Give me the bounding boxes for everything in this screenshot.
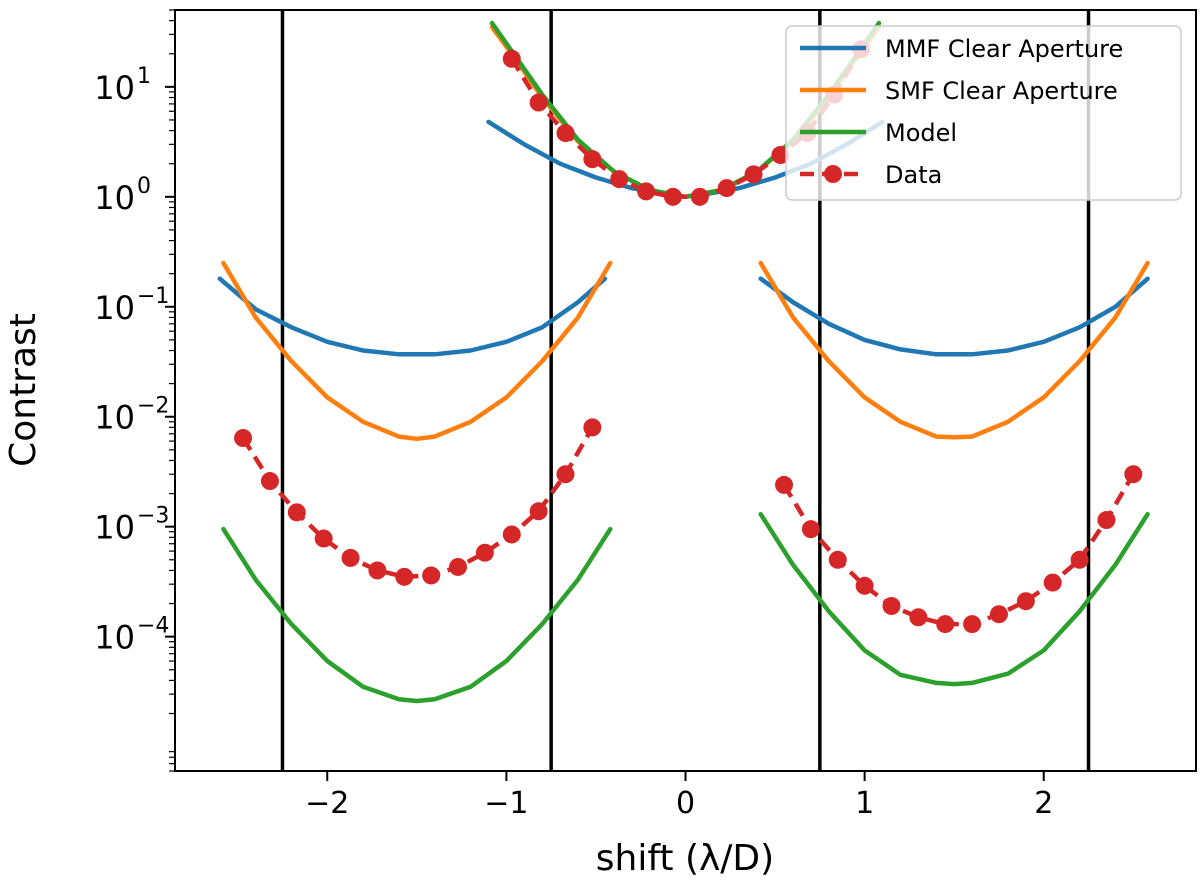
data-point	[1016, 592, 1035, 611]
data-line-2	[782, 473, 1136, 627]
data-point	[449, 557, 468, 576]
y-tick-label: 10	[94, 179, 135, 217]
data-point	[556, 124, 575, 143]
data-point	[1097, 511, 1116, 530]
legend-label-model: Model	[885, 119, 957, 147]
y-tick-exponent: −2	[137, 394, 169, 419]
data-point	[260, 472, 279, 491]
model-line-2	[758, 511, 1150, 687]
data-point	[395, 567, 414, 586]
data-point	[556, 465, 575, 484]
data-point	[989, 605, 1008, 624]
data-point	[690, 187, 709, 206]
data-point	[882, 596, 901, 615]
data-point	[502, 525, 521, 544]
y-tick-label: 10	[94, 619, 135, 657]
y-tick-label: 10	[94, 289, 135, 327]
legend-marker	[824, 165, 842, 183]
y-tick-exponent: 1	[137, 64, 151, 89]
data-point	[529, 502, 548, 521]
data-point	[314, 529, 333, 548]
data-point	[610, 170, 629, 189]
data-point	[744, 165, 763, 184]
data-point	[583, 150, 602, 169]
data-point	[502, 49, 521, 68]
series-layer	[217, 20, 1150, 704]
data-point	[1043, 573, 1062, 592]
x-tick-label: 1	[855, 786, 874, 821]
x-tick-label: −1	[484, 786, 528, 821]
data-point	[936, 615, 955, 634]
data-point	[1070, 550, 1089, 569]
data-point	[287, 503, 306, 522]
data-point	[475, 543, 494, 562]
data-point	[583, 418, 602, 437]
y-axis-label: Contrast	[3, 313, 44, 467]
y-tick-exponent: −3	[137, 504, 169, 529]
mmf-clear-aperture-line-2	[758, 276, 1150, 357]
legend-box	[785, 25, 1182, 201]
x-tick-label: −2	[305, 786, 349, 821]
data-point	[234, 429, 253, 448]
y-tick-exponent: −1	[137, 284, 169, 309]
data-line-1	[241, 426, 595, 580]
data-point	[828, 550, 847, 569]
legend-label-data: Data	[885, 161, 942, 189]
x-axis-label: shift (λ/D)	[596, 838, 774, 879]
legend-label-mmf-clear-aperture: MMF Clear Aperture	[885, 35, 1123, 63]
data-point	[771, 146, 790, 165]
data-point	[855, 576, 874, 595]
y-tick-exponent: −4	[137, 614, 169, 639]
data-point	[963, 615, 982, 634]
y-tick-label: 10	[94, 69, 135, 107]
data-point	[422, 566, 441, 585]
y-tick-label: 10	[94, 509, 135, 547]
legend: MMF Clear Aperture SMF Clear Aperture Mode…	[785, 25, 1182, 201]
data-point	[663, 187, 682, 206]
data-point	[1124, 465, 1143, 484]
data-point	[909, 608, 928, 627]
model-line-1	[221, 526, 613, 704]
mmf-clear-aperture-line-1	[217, 276, 608, 357]
data-point	[341, 548, 360, 567]
data-point	[637, 182, 656, 201]
x-tick-label: 0	[676, 786, 695, 821]
plot-area	[217, 10, 1150, 771]
x-axis: −2 −1 0 1 2	[305, 771, 1053, 821]
data-point	[717, 179, 736, 198]
data-point	[368, 561, 387, 580]
x-tick-label: 2	[1034, 786, 1053, 821]
y-tick-label: 10	[94, 399, 135, 437]
smf-clear-aperture-line-2	[758, 260, 1150, 440]
data-point	[529, 93, 548, 112]
smf-clear-aperture-line-1	[221, 260, 613, 442]
data-point	[801, 520, 820, 539]
y-tick-exponent: 0	[137, 174, 151, 199]
legend-label-smf-clear-aperture: SMF Clear Aperture	[885, 77, 1118, 105]
data-point	[775, 475, 794, 494]
